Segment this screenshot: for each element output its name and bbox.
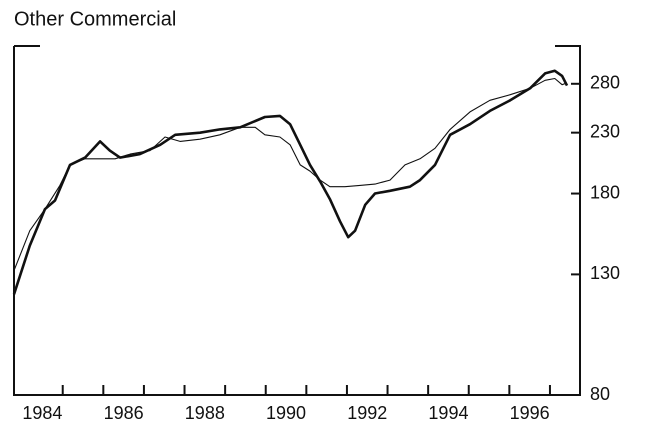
x-tick-label: 1996 xyxy=(510,403,550,423)
chart-title: Other Commercial xyxy=(14,8,176,30)
y-tick-label: 130 xyxy=(590,263,620,283)
y-tick-label: 180 xyxy=(590,182,620,202)
x-tick-label: 1986 xyxy=(104,403,144,423)
series-line xyxy=(13,77,568,271)
x-tick-label: 1990 xyxy=(266,403,306,423)
x-tick-label: 1984 xyxy=(22,403,62,423)
x-tick-label: 1994 xyxy=(428,403,468,423)
y-tick-label: 230 xyxy=(590,121,620,141)
y-tick-label: 280 xyxy=(590,73,620,93)
series-line xyxy=(12,69,569,295)
x-tick-label: 1988 xyxy=(185,403,225,423)
x-tick-label: 1992 xyxy=(347,403,387,423)
y-tick-label: 80 xyxy=(590,384,610,404)
